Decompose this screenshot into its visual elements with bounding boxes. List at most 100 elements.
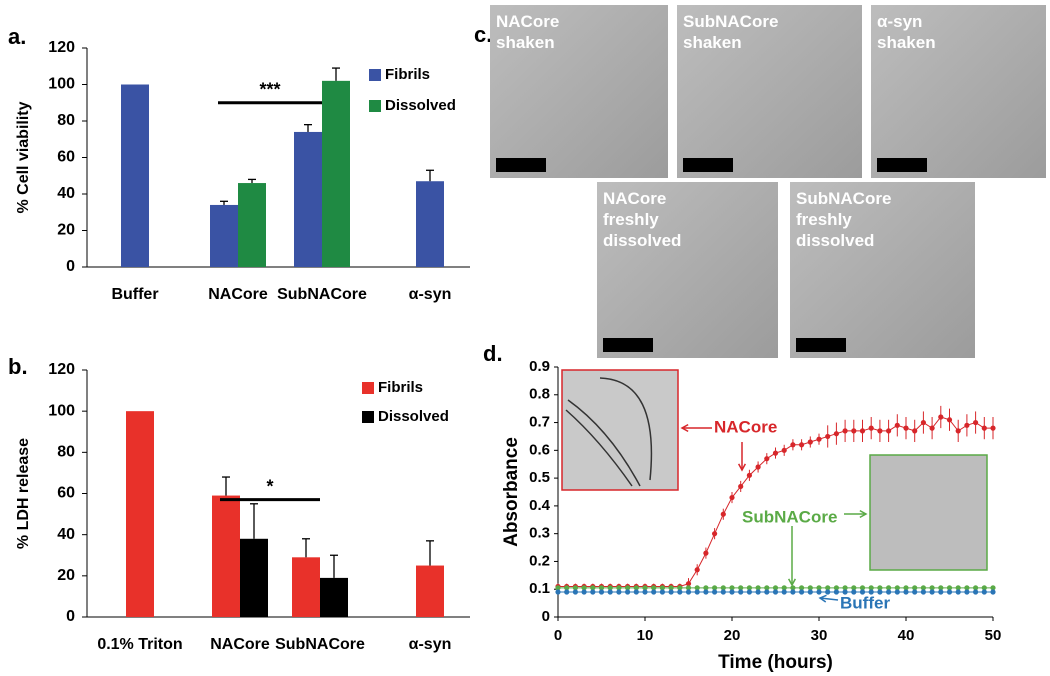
data-point [903,589,909,595]
data-point [964,589,970,595]
data-point [912,428,918,434]
data-point [668,589,674,595]
data-point [555,589,561,595]
data-point [746,585,753,591]
data-point [625,585,631,591]
data-point [564,585,570,591]
micrograph [871,5,1046,178]
y-tick-label: 0.9 [529,358,550,375]
data-point [781,585,787,591]
data-point [842,589,848,595]
data-point [868,425,874,431]
data-point [668,585,674,591]
data-point [807,585,813,591]
data-point [572,589,579,595]
y-tick-label: 120 [48,361,75,378]
data-point [816,585,822,591]
data-point [990,425,996,431]
data-point [816,589,822,595]
data-point [703,589,709,595]
panel-label: c. [474,22,492,47]
x-tick-label: 30 [811,627,828,644]
bar [292,557,320,617]
data-point [694,567,700,573]
scale-bar [496,158,546,172]
x-tick-label: Buffer [111,286,158,303]
data-point [859,585,866,591]
bar [294,131,322,267]
data-point [912,589,918,595]
legend-label: Dissolved [378,408,449,425]
data-point [833,589,840,595]
arrow-head [680,423,689,433]
data-point [712,589,718,595]
y-tick-label: 0 [542,608,550,625]
data-point [746,589,753,595]
data-point [581,589,587,595]
micrograph [790,182,975,358]
micrograph-label: shaken [877,33,936,52]
micrograph-label: dissolved [796,231,874,250]
legend-swatch [369,100,381,112]
data-point [851,585,857,591]
data-point [877,428,883,434]
data-point [694,589,700,595]
micrograph-label: shaken [496,33,555,52]
data-point [729,494,735,501]
data-point [920,419,927,426]
x-tick-label: SubNACore [277,286,367,303]
x-tick-label: α-syn [409,286,452,303]
x-tick-label: 40 [898,627,915,644]
data-point [764,456,770,462]
data-point [651,589,657,595]
bar [212,495,240,617]
data-point [703,585,709,591]
data-point [729,589,735,595]
data-point [738,483,744,490]
arrow-head [737,463,747,472]
data-point [738,585,744,591]
x-tick-label: α-syn [409,636,452,653]
data-point [572,585,579,591]
data-point [920,589,927,595]
data-point [938,414,944,420]
data-point [859,589,866,595]
bar [126,411,154,617]
data-point [929,425,935,431]
data-point [590,585,596,591]
data-point [886,428,892,434]
y-tick-label: 120 [48,39,75,56]
data-point [833,431,840,437]
y-tick-label: 0.8 [529,386,550,403]
data-point [868,589,874,595]
y-tick-label: 40 [57,526,75,543]
series-annotation: Buffer [840,593,890,612]
data-point [598,589,605,595]
data-point [625,589,631,595]
data-point [642,589,648,595]
data-point [903,425,909,431]
data-point [938,589,944,595]
legend-swatch [369,69,381,81]
data-point [894,422,900,428]
data-point [781,589,787,595]
x-tick-label: 20 [724,627,741,644]
data-point [738,589,744,595]
data-point [720,511,726,517]
y-tick-label: 0.2 [529,552,550,569]
data-point [598,585,605,591]
scale-bar [683,158,733,172]
data-point [694,585,700,591]
legend-label: Fibrils [385,66,430,83]
data-point [607,585,613,591]
micrograph-label: SubNACore [796,189,891,208]
bar [322,80,350,267]
bar [238,183,266,267]
data-point [581,585,587,591]
x-tick-label: NACore [208,286,268,303]
data-point [946,589,953,595]
data-point [816,436,822,442]
data-point [964,585,970,591]
micrograph-label: freshly [796,210,852,229]
